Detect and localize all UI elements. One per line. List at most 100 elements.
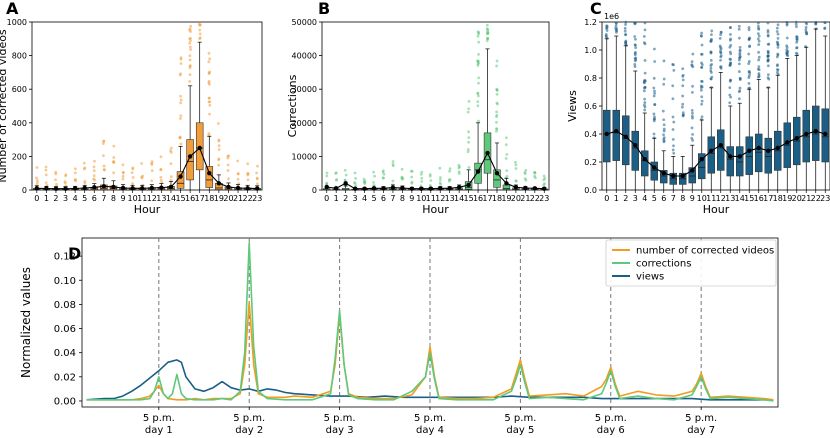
c-outlier-point bbox=[738, 53, 742, 57]
c-outlier-point bbox=[681, 111, 685, 115]
a-outlier-point bbox=[112, 156, 116, 159]
c-outlier-point bbox=[672, 151, 676, 155]
c-outlier-point bbox=[766, 34, 770, 38]
a-outlier-point bbox=[188, 80, 192, 83]
a-mean-point bbox=[235, 185, 241, 191]
c-outlier-point bbox=[662, 127, 666, 131]
a-mean-point bbox=[178, 174, 183, 179]
a-mean-point bbox=[245, 186, 250, 191]
d-legend-label-2: views bbox=[636, 272, 664, 283]
c-outlier-point bbox=[747, 76, 751, 79]
a-outlier-point bbox=[169, 178, 173, 182]
d-xtick-label-time: 5 p.m. bbox=[233, 413, 265, 424]
b-xtick-label: 4 bbox=[362, 194, 367, 203]
c-outlier-point bbox=[757, 58, 761, 62]
c-outlier-point bbox=[642, 103, 646, 107]
b-outlier-point bbox=[494, 129, 498, 133]
c-outlier-point bbox=[738, 49, 742, 53]
c-outlier-point bbox=[747, 82, 751, 85]
a-outlier-point bbox=[35, 179, 39, 182]
a-outlier-point bbox=[207, 132, 211, 135]
a-outlier-point bbox=[226, 169, 230, 172]
a-outlier-point bbox=[44, 168, 48, 172]
a-outlier-point bbox=[179, 114, 183, 118]
a-outlier-point bbox=[159, 155, 163, 159]
c-mean-point bbox=[652, 165, 657, 170]
b-outlier-point bbox=[353, 171, 357, 175]
b-mean-point bbox=[513, 185, 519, 190]
c-outlier-point bbox=[804, 28, 808, 32]
c-outlier-point bbox=[729, 95, 733, 99]
c-outlier-point bbox=[672, 120, 676, 124]
b-mean-point bbox=[475, 169, 481, 174]
a-outlier-point bbox=[217, 138, 221, 142]
c-outlier-point bbox=[681, 84, 685, 88]
b-outlier-point bbox=[495, 64, 499, 68]
c-outlier-point bbox=[757, 50, 760, 54]
d-xtick-label-day: day 1 bbox=[145, 425, 173, 436]
c-outlier-point bbox=[643, 28, 647, 32]
c-mean-point bbox=[785, 140, 790, 145]
c-outlier-point bbox=[775, 64, 779, 68]
b-outlier-point bbox=[467, 165, 471, 169]
b-xtick-label: 1 bbox=[334, 194, 339, 203]
c-outlier-point bbox=[747, 37, 751, 41]
a-outlier-point bbox=[73, 167, 77, 171]
b-outlier-point bbox=[504, 136, 508, 140]
b-outlier-point bbox=[448, 169, 451, 173]
a-outlier-point bbox=[189, 37, 192, 40]
c-outlier-point bbox=[737, 24, 741, 28]
c-xlabel: Hour bbox=[703, 203, 730, 216]
b-outlier-point bbox=[428, 184, 432, 187]
panel-b-label: B bbox=[318, 0, 330, 18]
b-mean-point bbox=[343, 181, 348, 186]
c-mean-point bbox=[766, 148, 771, 153]
b-outlier-point bbox=[438, 166, 442, 170]
b-xtick-label: 23 bbox=[539, 194, 549, 203]
c-outlier-point bbox=[653, 89, 656, 93]
c-box-9 bbox=[688, 167, 696, 184]
a-outlier-point bbox=[188, 45, 192, 49]
c-outlier-point bbox=[719, 65, 722, 69]
b-outlier-point bbox=[343, 178, 347, 182]
b-xtick-label: 18 bbox=[492, 194, 502, 203]
c-mean-point bbox=[671, 173, 676, 179]
b-outlier-point bbox=[486, 37, 489, 40]
c-outlier-point bbox=[719, 33, 722, 37]
a-outlier-point bbox=[54, 178, 57, 182]
b-outlier-point bbox=[438, 178, 442, 182]
c-mean-point bbox=[775, 145, 780, 151]
c-outlier-point bbox=[794, 20, 798, 24]
b-ytick-label: 40000 bbox=[292, 52, 317, 61]
b-outlier-point bbox=[495, 110, 499, 114]
c-outlier-point bbox=[757, 65, 761, 69]
a-mean-point bbox=[149, 185, 154, 191]
b-mean-point bbox=[381, 186, 386, 191]
d-xtick-label-time: 5 p.m. bbox=[504, 413, 536, 424]
b-outlier-point bbox=[344, 173, 348, 177]
a-outlier-point bbox=[227, 154, 230, 158]
c-xtick-label: 14 bbox=[735, 194, 745, 203]
c-outlier-point bbox=[681, 114, 685, 118]
b-outlier-point bbox=[382, 172, 386, 176]
a-outlier-point bbox=[198, 32, 202, 36]
b-outlier-point bbox=[410, 175, 414, 179]
c-outlier-point bbox=[709, 77, 713, 81]
a-ytick-label: 600 bbox=[12, 85, 27, 94]
c-outlier-point bbox=[671, 138, 675, 141]
b-outlier-point bbox=[438, 181, 442, 185]
b-outlier-point bbox=[428, 173, 432, 176]
c-outlier-point bbox=[690, 60, 694, 64]
c-outlier-point bbox=[662, 82, 666, 86]
c-xtick-label: 12 bbox=[716, 194, 726, 203]
c-ytick-label: 0.8 bbox=[584, 74, 597, 83]
c-outlier-point bbox=[757, 26, 761, 30]
c-outlier-point bbox=[653, 103, 657, 106]
a-outlier-point bbox=[256, 164, 259, 168]
c-xtick-label: 17 bbox=[763, 194, 773, 203]
c-outlier-point bbox=[690, 109, 694, 112]
c-outlier-point bbox=[748, 45, 751, 49]
a-outlier-point bbox=[179, 72, 182, 76]
b-outlier-point bbox=[495, 114, 499, 117]
